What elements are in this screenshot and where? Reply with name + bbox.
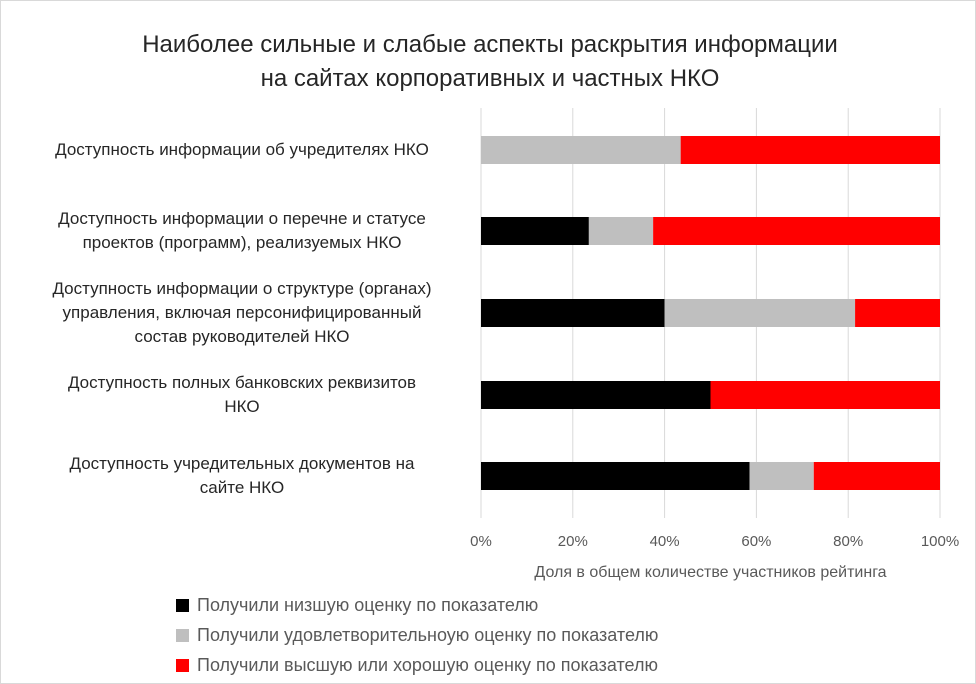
legend-swatch xyxy=(176,658,189,672)
bar-segment-2 xyxy=(588,217,654,245)
legend-swatch xyxy=(176,598,189,612)
category-label-line: проектов (программ), реализуемых НКО xyxy=(82,233,402,252)
legend-label: Получили удовлетворительноую оценку по п… xyxy=(197,624,659,645)
bar-segment-2 xyxy=(481,136,681,164)
x-tick-label: 0% xyxy=(470,533,492,550)
category-label-line: Доступность информации об учредителях НК… xyxy=(55,140,429,159)
legend-label: Получили высшую или хорошую оценку по по… xyxy=(197,654,658,675)
category-label: Доступность информации о перечне и стату… xyxy=(8,207,476,255)
x-tick-label: 80% xyxy=(833,533,864,550)
bar-segment-1 xyxy=(481,217,589,245)
x-tick-label: 40% xyxy=(649,533,680,550)
x-tick-label: 60% xyxy=(741,533,772,550)
category-label: Доступность учредительных документов на с… xyxy=(8,452,476,500)
category-label-line: состав руководителей НКО xyxy=(134,327,350,346)
chart-title-line-2: на сайтах корпоративных и частных НКО xyxy=(260,65,720,92)
x-tick-label: 20% xyxy=(557,533,588,550)
bar-segment-3 xyxy=(813,462,940,490)
legend-swatch xyxy=(176,628,189,642)
legend: Получили низшую оценку по показателю Полу… xyxy=(176,590,658,680)
bar-segment-3 xyxy=(710,381,940,409)
category-label-line: НКО xyxy=(224,397,260,416)
bar-segment-1 xyxy=(481,381,711,409)
x-axis-title: Доля в общем количестве участников рейти… xyxy=(534,564,887,581)
bar-segment-1 xyxy=(481,462,750,490)
bar-segment-3 xyxy=(680,136,940,164)
category-label-line: Доступность информации о перечне и стату… xyxy=(58,209,426,228)
bar-segment-3 xyxy=(653,217,940,245)
category-label: Доступность полных банковских реквизитов… xyxy=(8,371,476,419)
chart-title: Наиболее сильные и слабые аспекты раскры… xyxy=(60,28,920,96)
legend-label: Получили низшую оценку по показателю xyxy=(197,594,539,615)
bar-segment-2 xyxy=(664,299,856,327)
legend-item: Получили высшую или хорошую оценку по по… xyxy=(176,650,658,680)
category-label-line: сайте НКО xyxy=(199,478,285,497)
bar-segment-2 xyxy=(749,462,814,490)
category-label-line: управления, включая персонифицированный xyxy=(62,303,422,322)
category-label: Доступность информации о структуре (орга… xyxy=(8,277,476,349)
chart-title-line-1: Наиболее сильные и слабые аспекты раскры… xyxy=(142,31,838,58)
legend-item: Получили низшую оценку по показателю xyxy=(176,590,658,620)
x-tick-label: 100% xyxy=(920,533,960,550)
bar-segment-3 xyxy=(855,299,940,327)
legend-item: Получили удовлетворительноую оценку по п… xyxy=(176,620,658,650)
category-label-line: Доступность информации о структуре (орга… xyxy=(52,279,432,298)
category-label-line: Доступность полных банковских реквизитов xyxy=(67,373,417,392)
category-label-line: Доступность учредительных документов на xyxy=(69,454,415,473)
category-label: Доступность информации об учредителях НК… xyxy=(8,138,476,162)
bar-segment-1 xyxy=(481,299,665,327)
